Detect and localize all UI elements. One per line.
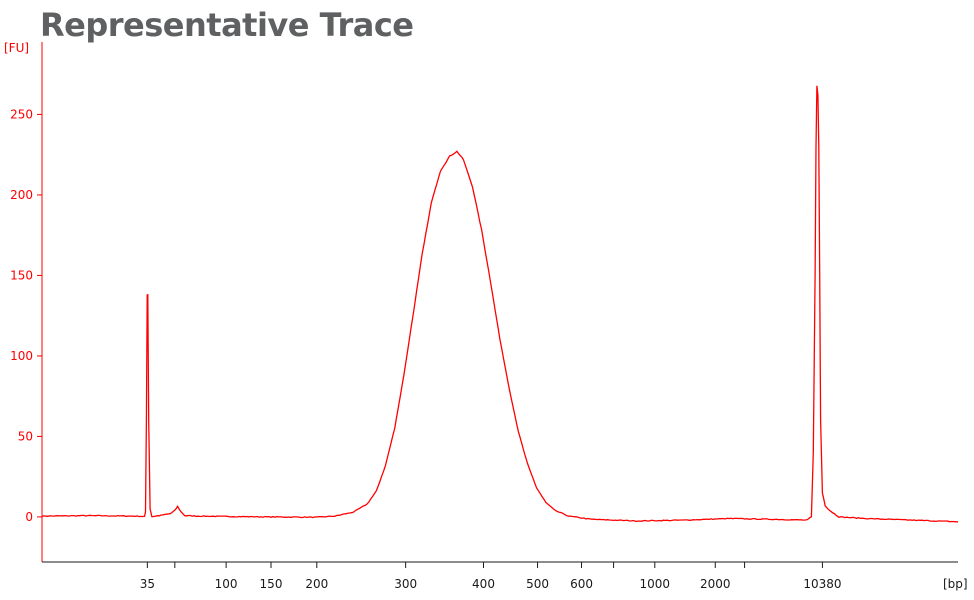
x-tick-label: 100 xyxy=(215,577,238,591)
x-tick-label: 200 xyxy=(305,577,328,591)
x-tick-label: 600 xyxy=(570,577,593,591)
x-axis-label: [bp] xyxy=(943,577,968,591)
y-tick-label: 250 xyxy=(10,107,33,121)
x-tick-label: 150 xyxy=(260,577,283,591)
x-tick-label: 2000 xyxy=(700,577,731,591)
y-tick-label: 50 xyxy=(18,429,33,443)
y-tick-label: 100 xyxy=(10,349,33,363)
x-axis-ticks: 35 100 150 200 300 400 500 600 1000 2000 10380 xyxy=(140,562,842,591)
x-tick-label: 10380 xyxy=(803,577,841,591)
y-tick-label: 0 xyxy=(25,510,33,524)
y-tick-label: 200 xyxy=(10,188,33,202)
x-tick-label: 300 xyxy=(394,577,417,591)
y-tick-label: 150 xyxy=(10,268,33,282)
x-tick-label: 500 xyxy=(526,577,549,591)
x-tick-label: 1000 xyxy=(640,577,671,591)
y-axis-label: [FU] xyxy=(4,41,29,55)
x-tick-label: 35 xyxy=(140,577,155,591)
plot-area: 0 50 100 150 200 250 35 100 150 200 300 400 500 600 1… xyxy=(10,42,958,591)
page-title: Representative Trace xyxy=(40,6,414,44)
y-axis-ticks: 0 50 100 150 200 250 xyxy=(10,107,42,524)
x-tick-label: 400 xyxy=(472,577,495,591)
trace-line xyxy=(41,85,958,523)
